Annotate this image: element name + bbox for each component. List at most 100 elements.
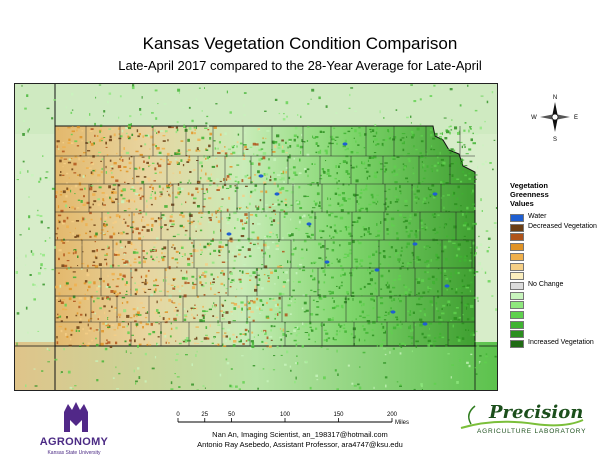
vegetation-pixel [375, 235, 378, 238]
vegetation-pixel [64, 333, 67, 336]
vegetation-pixel [462, 285, 465, 288]
vegetation-pixel [128, 161, 132, 165]
vegetation-pixel [144, 282, 147, 286]
vegetation-pixel [420, 140, 424, 143]
vegetation-pixel [357, 240, 359, 242]
vegetation-pixel [158, 223, 162, 226]
vegetation-pixel [132, 177, 134, 180]
vegetation-pixel [234, 180, 237, 182]
vegetation-pixel [91, 339, 93, 342]
vegetation-pixel [439, 332, 442, 335]
vegetation-pixel [79, 136, 83, 139]
vegetation-pixel [272, 241, 275, 244]
vegetation-pixel [64, 303, 67, 307]
vegetation-pixel [117, 184, 121, 187]
vegetation-pixel [69, 386, 73, 389]
vegetation-pixel [285, 171, 287, 174]
vegetation-pixel [281, 186, 285, 190]
vegetation-pixel [125, 132, 128, 135]
vegetation-pixel [360, 207, 364, 210]
vegetation-pixel [217, 186, 222, 190]
vegetation-pixel [25, 384, 27, 388]
vegetation-pixel [430, 133, 433, 137]
vegetation-pixel [162, 217, 167, 220]
vegetation-pixel [168, 298, 171, 302]
vegetation-pixel [451, 119, 453, 121]
vegetation-pixel [283, 210, 286, 213]
vegetation-pixel [340, 304, 344, 308]
vegetation-pixel [108, 185, 111, 189]
vegetation-pixel [272, 299, 276, 301]
vegetation-pixel [245, 321, 249, 324]
water-body [226, 232, 232, 236]
vegetation-pixel [168, 342, 170, 344]
vegetation-pixel [126, 290, 128, 293]
vegetation-pixel [260, 330, 263, 332]
vegetation-pixel [314, 163, 316, 165]
vegetation-pixel [461, 284, 464, 286]
vegetation-pixel [84, 293, 86, 295]
vegetation-pixel [138, 209, 142, 212]
vegetation-pixel [219, 180, 222, 183]
vegetation-pixel [325, 332, 329, 335]
vegetation-pixel [400, 345, 403, 348]
vegetation-pixel [331, 142, 334, 145]
vegetation-pixel [325, 256, 327, 259]
vegetation-pixel [29, 274, 32, 276]
vegetation-pixel [478, 235, 480, 238]
vegetation-pixel [380, 302, 384, 305]
vegetation-pixel [463, 129, 466, 132]
vegetation-pixel [92, 261, 96, 263]
vegetation-pixel [474, 174, 478, 176]
vegetation-pixel [226, 208, 229, 212]
vegetation-pixel [97, 318, 99, 320]
vegetation-pixel [107, 341, 111, 344]
vegetation-pixel [412, 133, 415, 137]
vegetation-pixel [348, 232, 352, 235]
vegetation-pixel [319, 297, 323, 300]
vegetation-pixel [205, 172, 207, 176]
vegetation-pixel [223, 284, 225, 287]
vegetation-pixel [238, 340, 242, 343]
vegetation-pixel [466, 284, 471, 287]
vegetation-pixel [404, 286, 408, 289]
vegetation-pixel [462, 170, 464, 174]
vegetation-pixel [297, 342, 300, 344]
vegetation-pixel [470, 281, 473, 284]
vegetation-pixel [123, 210, 127, 212]
vegetation-pixel [175, 326, 178, 330]
vegetation-pixel [76, 145, 80, 147]
vegetation-pixel [303, 214, 306, 218]
vegetation-pixel [308, 224, 311, 228]
vegetation-pixel [396, 381, 399, 383]
vegetation-pixel [475, 252, 477, 255]
vegetation-pixel [101, 297, 104, 300]
vegetation-pixel [138, 261, 141, 264]
vegetation-pixel [432, 196, 436, 199]
vegetation-pixel [389, 351, 391, 354]
vegetation-pixel [453, 225, 457, 229]
vegetation-pixel [356, 209, 358, 211]
vegetation-pixel [265, 137, 267, 140]
vegetation-pixel [113, 162, 117, 165]
vegetation-pixel [205, 122, 208, 125]
vegetation-pixel [94, 169, 97, 173]
vegetation-pixel [104, 254, 108, 256]
vegetation-pixel [384, 139, 388, 142]
vegetation-pixel [104, 216, 108, 220]
vegetation-pixel [358, 241, 362, 245]
vegetation-pixel [411, 188, 415, 191]
vegetation-pixel [158, 261, 160, 263]
vegetation-pixel [58, 292, 61, 296]
vegetation-pixel [82, 160, 85, 163]
vegetation-pixel [128, 157, 130, 160]
vegetation-pixel [426, 165, 429, 168]
vegetation-pixel [184, 229, 188, 232]
vegetation-pixel [361, 310, 364, 314]
vegetation-pixel [116, 388, 120, 390]
vegetation-pixel [289, 260, 291, 264]
vegetation-pixel [362, 316, 366, 319]
vegetation-pixel [252, 142, 256, 146]
vegetation-pixel [240, 219, 243, 223]
vegetation-pixel [209, 137, 212, 140]
